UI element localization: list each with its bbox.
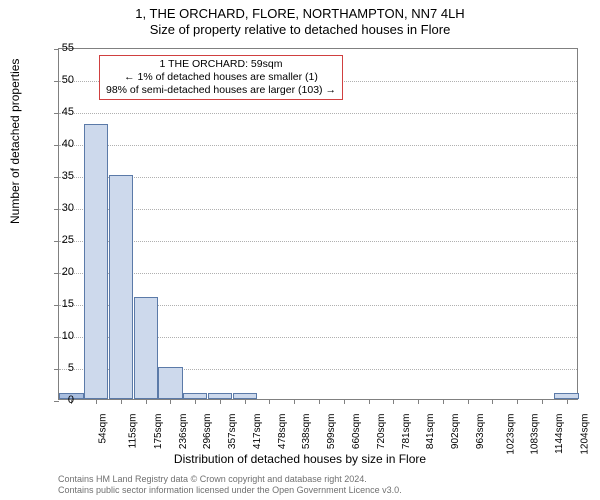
xtick-mark [369,399,370,404]
xtick-mark [319,399,320,404]
xtick-mark [492,399,493,404]
attribution-footer: Contains HM Land Registry data © Crown c… [58,474,402,497]
xtick-label: 115sqm [127,414,138,449]
xtick-label: 1144sqm [554,414,565,454]
xtick-mark [418,399,419,404]
ytick-label: 0 [52,394,74,406]
ytick-label: 20 [52,266,74,278]
xtick-label: 478sqm [277,414,288,450]
xtick-mark [121,399,122,404]
xtick-mark [96,399,97,404]
histogram-bar [109,175,133,399]
histogram-bar [158,367,182,399]
chart-container: 1, THE ORCHARD, FLORE, NORTHAMPTON, NN7 … [0,0,600,500]
xtick-label: 841sqm [425,414,436,450]
xtick-label: 1204sqm [579,414,590,455]
xtick-mark [567,399,568,404]
xtick-label: 175sqm [153,414,164,450]
title-block: 1, THE ORCHARD, FLORE, NORTHAMPTON, NN7 … [0,0,600,39]
xtick-mark [269,399,270,404]
plot-area: 1 THE ORCHARD: 59sqm ← 1% of detached ho… [58,48,578,400]
histogram-bar [233,393,257,399]
ytick-label: 10 [52,330,74,342]
ytick-label: 40 [52,138,74,150]
xtick-mark [468,399,469,404]
gridline [59,145,577,146]
xtick-mark [170,399,171,404]
xtick-label: 538sqm [302,414,313,450]
xtick-label: 660sqm [351,414,362,450]
xtick-mark [294,399,295,404]
xtick-label: 720sqm [376,414,387,450]
ytick-label: 55 [52,42,74,54]
histogram-bar [208,393,232,399]
gridline [59,177,577,178]
title-line1: 1, THE ORCHARD, FLORE, NORTHAMPTON, NN7 … [0,6,600,22]
histogram-bar [84,124,108,399]
ytick-label: 35 [52,170,74,182]
ytick-label: 45 [52,106,74,118]
histogram-bar [554,393,578,399]
xtick-label: 357sqm [227,414,238,450]
xtick-label: 296sqm [203,414,214,450]
ytick-label: 5 [52,362,74,374]
xtick-label: 902sqm [450,414,461,450]
xtick-label: 781sqm [401,414,412,450]
annotation-box: 1 THE ORCHARD: 59sqm ← 1% of detached ho… [99,55,343,100]
xtick-mark [146,399,147,404]
gridline [59,113,577,114]
footer-line2: Contains public sector information licen… [58,485,402,496]
gridline [59,273,577,274]
xtick-mark [517,399,518,404]
footer-line1: Contains HM Land Registry data © Crown c… [58,474,402,485]
xtick-label: 1083sqm [530,414,541,455]
histogram-bar [183,393,207,399]
xtick-mark [245,399,246,404]
xtick-label: 417sqm [252,414,263,450]
ytick-label: 25 [52,234,74,246]
gridline [59,241,577,242]
xtick-mark [220,399,221,404]
annotation-line3: 98% of semi-detached houses are larger (… [106,84,336,97]
xtick-label: 54sqm [98,414,109,444]
y-axis-label: Number of detached properties [8,59,22,224]
xtick-mark [195,399,196,404]
ytick-label: 15 [52,298,74,310]
histogram-bar [134,297,158,399]
xtick-mark [542,399,543,404]
xtick-mark [344,399,345,404]
xtick-label: 1023sqm [505,414,516,455]
xtick-mark [393,399,394,404]
xtick-mark [443,399,444,404]
ytick-label: 50 [52,74,74,86]
xtick-label: 599sqm [326,414,337,450]
title-line2: Size of property relative to detached ho… [0,22,600,38]
xtick-label: 236sqm [178,414,189,450]
gridline [59,209,577,210]
xtick-label: 963sqm [475,414,486,450]
annotation-line2: ← 1% of detached houses are smaller (1) [106,71,336,84]
annotation-line1: 1 THE ORCHARD: 59sqm [106,58,336,71]
ytick-label: 30 [52,202,74,214]
